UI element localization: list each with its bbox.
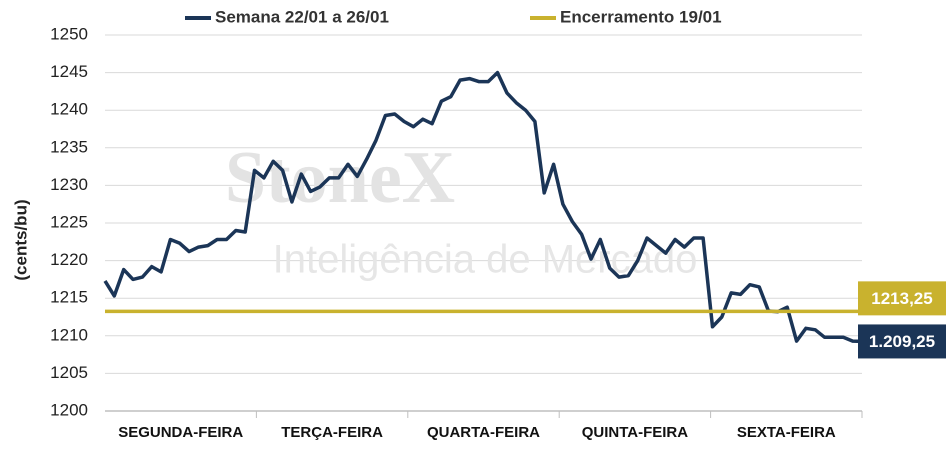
y-tick-label: 1240 bbox=[50, 100, 88, 119]
y-tick-label: 1205 bbox=[50, 363, 88, 382]
x-tick-label: TERÇA-FEIRA bbox=[281, 424, 383, 441]
y-tick-label: 1225 bbox=[50, 212, 88, 231]
x-tick-label: SEXTA-FEIRA bbox=[737, 424, 836, 441]
reference-label-box bbox=[858, 281, 946, 316]
x-tick-label: QUINTA-FEIRA bbox=[582, 424, 689, 441]
y-tick-label: 1210 bbox=[50, 325, 88, 344]
series-line bbox=[103, 70, 863, 344]
legend-label: Semana 22/01 a 26/01 bbox=[215, 7, 389, 26]
reference-label: 1213,25 bbox=[871, 289, 932, 308]
watermark-subtitle: Inteligência de Mercado bbox=[273, 238, 698, 282]
y-tick-label: 1220 bbox=[50, 250, 88, 269]
y-tick-label: 1200 bbox=[50, 400, 88, 419]
y-tick-label: 1250 bbox=[50, 24, 88, 43]
end-label: 1.209,25 bbox=[869, 332, 935, 351]
grid bbox=[105, 34, 862, 412]
x-tick-label: QUARTA-FEIRA bbox=[427, 424, 540, 441]
end-label-box bbox=[858, 324, 946, 359]
x-tick-label: SEGUNDA-FEIRA bbox=[118, 424, 243, 441]
y-tick-label: 1215 bbox=[50, 288, 88, 307]
y-tick-label: 1235 bbox=[50, 137, 88, 156]
y-tick-label: 1230 bbox=[50, 175, 88, 194]
legend-label: Encerramento 19/01 bbox=[560, 7, 722, 26]
y-axis-label: (cents/bu) bbox=[11, 199, 30, 280]
y-tick-label: 1245 bbox=[50, 62, 88, 81]
